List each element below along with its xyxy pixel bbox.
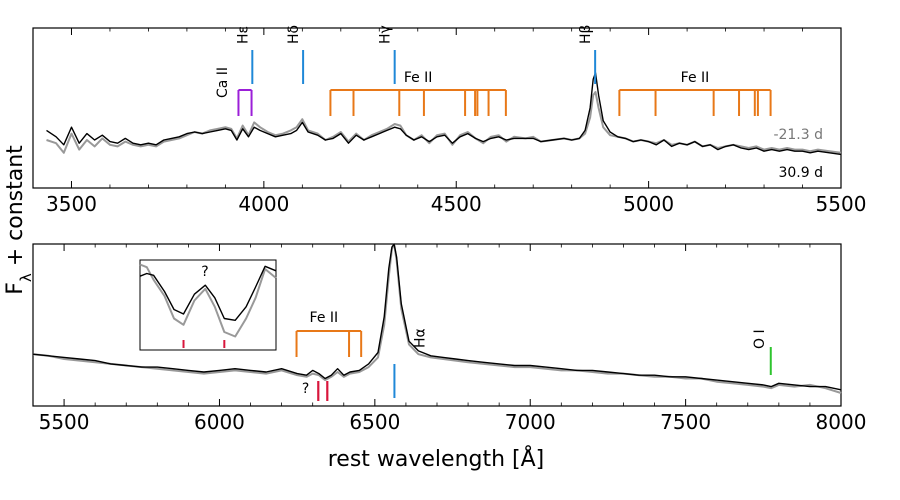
x-tick-label: 5000: [623, 192, 674, 216]
line-label: O I: [752, 329, 768, 349]
epoch-label-early: -21.3 d: [773, 127, 823, 143]
ion-group-label: Ca II: [215, 67, 231, 98]
ion-group-label: Fe II: [404, 70, 433, 86]
inset-spectrum-late: [139, 265, 277, 321]
x-tick-label: 6500: [349, 410, 400, 434]
x-tick-label: 8000: [816, 410, 867, 434]
plot-frame: [32, 27, 842, 189]
ion-group-label: Fe II: [681, 70, 710, 86]
inset-spectrum-early: [139, 263, 277, 338]
x-tick-label: 3500: [46, 192, 97, 216]
spectrum-line-late: [32, 243, 842, 391]
x-tick-label: 4500: [431, 192, 482, 216]
x-axis-title: rest wavelength [Å]: [328, 445, 545, 472]
balmer-label: Hγ: [378, 25, 394, 44]
x-tick-label: 7000: [505, 410, 556, 434]
x-tick-label: 6000: [194, 410, 245, 434]
epoch-label-late: 30.9 d: [778, 165, 823, 181]
spectrum-line-late: [46, 72, 842, 156]
unknown-feature-label: ?: [302, 381, 309, 397]
line-label: Hα: [412, 328, 428, 348]
balmer-label: Hδ: [286, 25, 302, 44]
bottom-panel: 5500 6000 6500 7000 7500 8000 Hα O I Fe II??: [32, 243, 867, 434]
x-tick-label: 5500: [39, 410, 90, 434]
spectrum-line-early: [46, 91, 842, 154]
x-tick-label: 7500: [660, 410, 711, 434]
y-axis-title: Fλ + constant: [3, 145, 35, 295]
top-panel: 3500 4000 4500 5000 5500 Hε Hδ Hγ Hβ Ca II Fe II Fe…: [32, 25, 867, 216]
balmer-label: Hε: [235, 26, 251, 44]
x-tick-label: 4000: [238, 192, 289, 216]
balmer-label: Hβ: [578, 25, 594, 44]
x-tick-label: 5500: [816, 192, 867, 216]
inset-question-label: ?: [201, 264, 208, 280]
ion-group-label: Fe II: [310, 310, 339, 326]
